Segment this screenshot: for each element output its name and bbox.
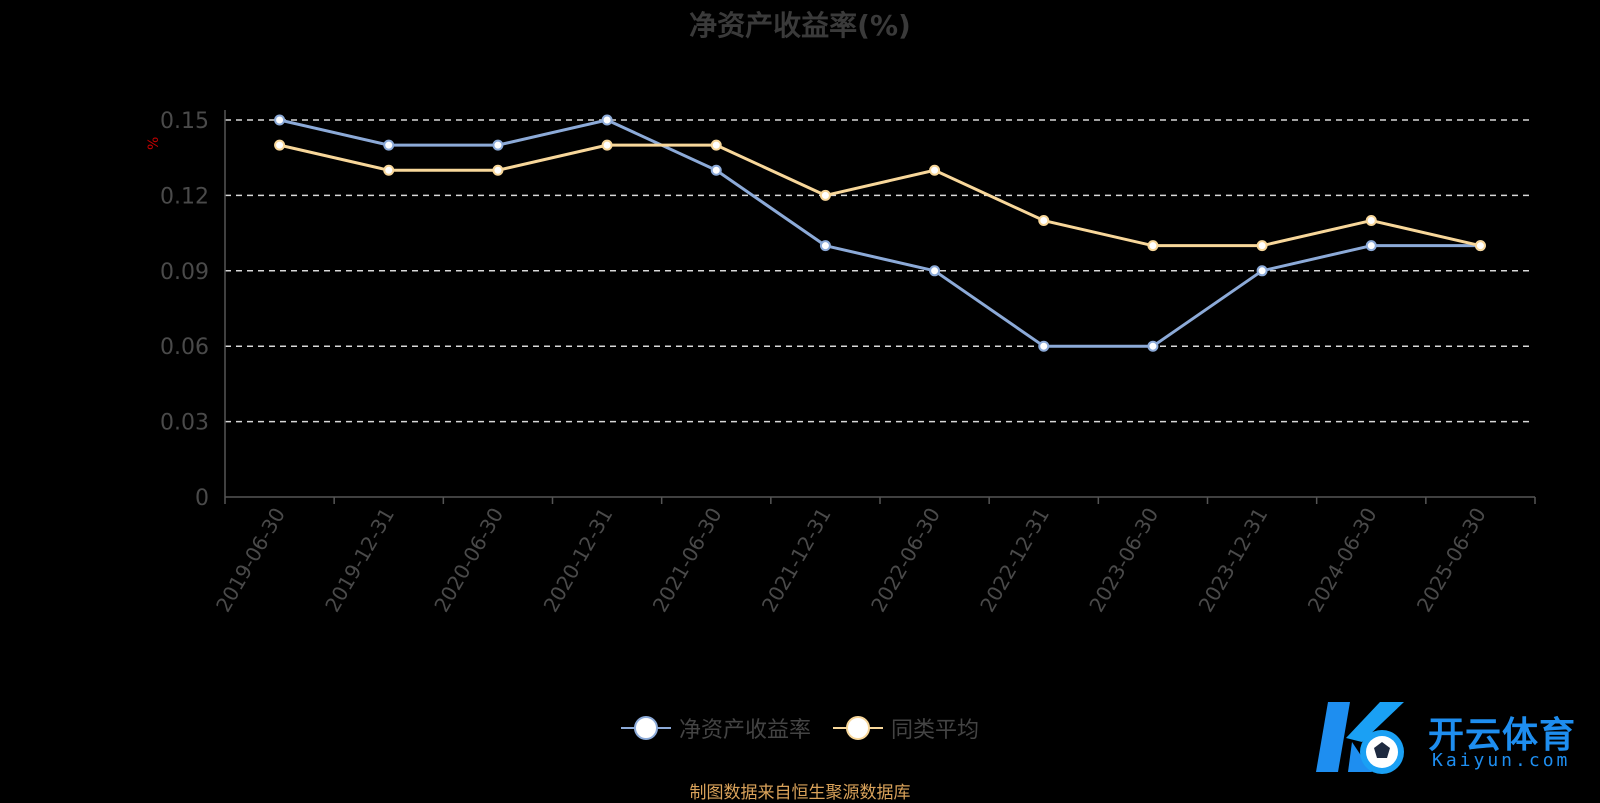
series-line-1: [279, 143, 1481, 248]
series-1-point-6: [929, 164, 941, 176]
x-tick-label-7: 2022-12-31: [975, 504, 1054, 617]
x-tick-label-10: 2024-06-30: [1303, 504, 1382, 617]
series-1-point-5: [819, 189, 831, 201]
legend-swatch-peer-average: [833, 715, 883, 741]
series-0-point-0: [274, 114, 286, 126]
series-1-point-0: [274, 139, 286, 151]
x-tick-label-5: 2021-12-31: [757, 504, 836, 617]
chart-title: 净资产收益率(%): [689, 9, 911, 42]
series-1-point-4: [710, 139, 722, 151]
legend-item-peer-average[interactable]: 同类平均: [833, 712, 979, 744]
series-0-point-2: [492, 139, 504, 151]
x-tick-label-9: 2023-12-31: [1194, 504, 1273, 617]
legend-swatch-roe: [620, 715, 671, 741]
x-tick-label-11: 2025-06-30: [1412, 504, 1491, 617]
legend-label-peer-average: 同类平均: [891, 718, 980, 743]
series-0-point-3: [601, 114, 613, 126]
x-tick-label-4: 2021-06-30: [648, 504, 727, 617]
series-1-point-9: [1256, 240, 1268, 252]
y-tick-label-4: 0.12: [160, 184, 209, 209]
series-0-point-5: [819, 240, 831, 252]
y-tick-label-0: 0: [195, 486, 209, 511]
source-note: 制图数据来自恒生聚源数据库: [689, 783, 911, 803]
series-0-point-7: [1038, 340, 1050, 352]
series-line-0: [279, 118, 1481, 348]
x-tick-label-2: 2020-06-30: [429, 503, 508, 616]
watermark-text-en: Kaiyun.com: [1432, 750, 1571, 771]
series-1-point-8: [1147, 240, 1159, 252]
y-tick-label-5: 0.15: [160, 109, 209, 134]
watermark-logo: 开云体育 Kaiyun.com: [1310, 696, 1600, 778]
series-0-point-8: [1147, 340, 1159, 352]
kaiyun-logo-icon: [1316, 702, 1404, 774]
series-0-point-1: [383, 139, 395, 151]
x-tick-label-6: 2022-06-30: [866, 503, 945, 616]
legend-item-roe[interactable]: 净资产收益率: [620, 712, 811, 744]
legend: 净资产收益率 同类平均: [0, 712, 1600, 744]
series-1-point-10: [1365, 215, 1377, 227]
series-1-point-1: [383, 164, 395, 176]
series-1-point-2: [492, 164, 504, 176]
x-tick-label-1: 2019-12-31: [320, 504, 399, 617]
y-tick-label-3: 0.09: [160, 260, 209, 285]
series-1-point-7: [1038, 215, 1050, 227]
x-tick-label-8: 2023-06-30: [1084, 504, 1163, 617]
legend-label-roe: 净资产收益率: [678, 718, 811, 743]
y-tick-label-2: 0.06: [160, 335, 209, 360]
x-tick-label-3: 2020-12-31: [539, 504, 618, 617]
series-1-point-11: [1474, 240, 1486, 252]
y-tick-label-1: 0.03: [160, 411, 209, 436]
series-0-point-10: [1365, 240, 1377, 252]
series-0-point-9: [1256, 265, 1268, 277]
watermark-text-cn: 开云体育: [1428, 715, 1577, 756]
series-0-point-6: [929, 265, 941, 277]
series-1-point-3: [601, 139, 613, 151]
x-tick-label-0: 2019-06-30: [211, 504, 290, 617]
series-0-point-4: [710, 164, 722, 176]
